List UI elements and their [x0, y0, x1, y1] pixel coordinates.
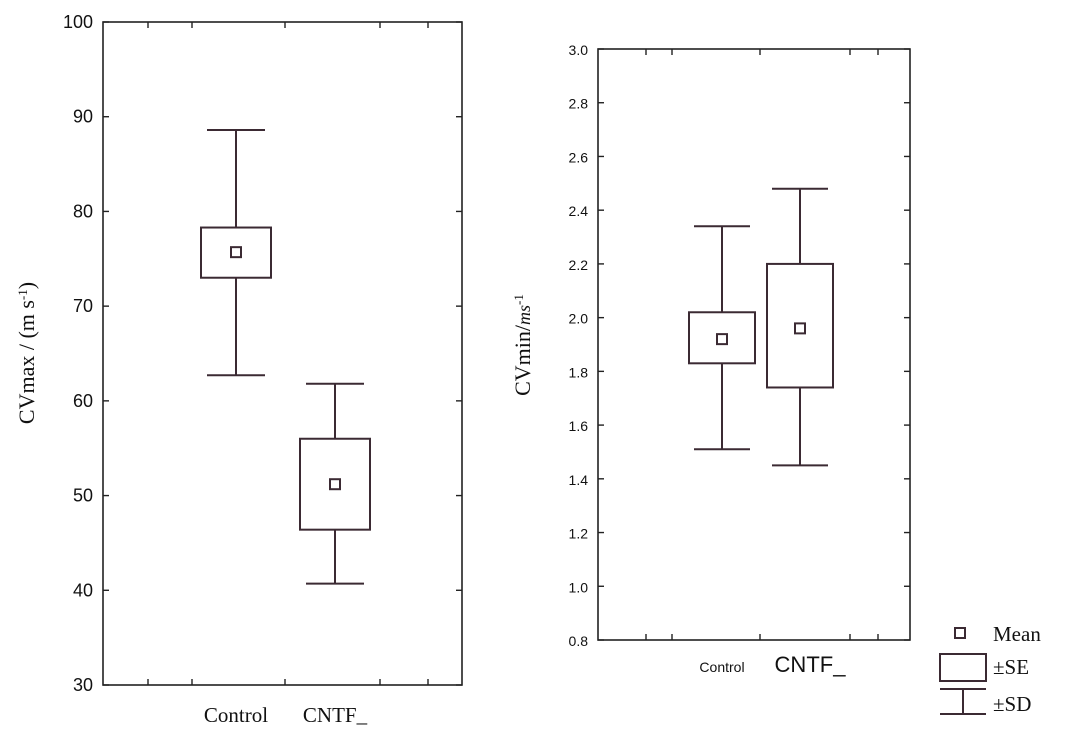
- y-tick-label: 30: [73, 675, 93, 695]
- y-tick-label: 1.0: [569, 579, 589, 595]
- se-box: [766, 262, 834, 389]
- mean-marker: [230, 246, 242, 259]
- mean-marker: [329, 478, 341, 491]
- se-box: [200, 226, 272, 279]
- y-tick-label: 2.0: [569, 311, 589, 327]
- plot-frame: [102, 21, 463, 686]
- category-label: Control: [699, 659, 744, 675]
- y-tick-label: 1.4: [569, 472, 589, 488]
- se-box: [688, 311, 756, 365]
- y-tick-label: 2.2: [569, 257, 589, 273]
- legend-sd-label: ±SD: [993, 692, 1031, 716]
- legend-mean-symbol: [954, 627, 966, 639]
- legend-se-symbol: [939, 653, 987, 682]
- se-box: [299, 437, 371, 531]
- y-tick-label: 70: [73, 296, 93, 316]
- y-tick-label: 2.4: [569, 203, 589, 219]
- y-tick-label: 1.8: [569, 364, 589, 380]
- y-tick-label: 2.6: [569, 149, 589, 165]
- legend: Mean ±SE ±SD: [939, 622, 1041, 716]
- category-label: Control: [204, 703, 268, 727]
- plot-frame: [597, 48, 911, 641]
- y-axis-title: CVmax / (m s-1): [14, 282, 39, 424]
- y-tick-label: 60: [73, 391, 93, 411]
- category-label: CNTF_: [303, 703, 368, 727]
- y-tick-label: 1.6: [569, 418, 589, 434]
- y-tick-label: 40: [73, 580, 93, 600]
- y-axis-title: CVmin/ms-1: [510, 294, 535, 396]
- y-tick-label: 2.8: [569, 96, 589, 112]
- y-tick-label: 3.0: [569, 42, 589, 58]
- legend-mean-label: Mean: [993, 622, 1041, 646]
- plot-cvmin: 0.8 1.0 1.2 1.4 1.6 1.8 2.0 2.2 2.4 2.6 2.8 3.0 Cont…: [510, 42, 911, 677]
- mean-marker: [794, 322, 806, 335]
- legend-se-label: ±SE: [993, 655, 1029, 679]
- y-tick-label: 1.2: [569, 526, 589, 542]
- y-tick-label: 50: [73, 486, 93, 506]
- plot-cvmax: 30 40 50 60 70 80 90 100 Control CNTF_ CVmax / (m …: [14, 12, 463, 727]
- category-label: CNTF_: [775, 652, 847, 677]
- y-tick-label: 0.8: [569, 633, 589, 649]
- y-tick-label: 100: [63, 12, 93, 32]
- y-tick-label: 90: [73, 107, 93, 127]
- y-tick-label: 80: [73, 201, 93, 221]
- mean-marker: [716, 333, 728, 346]
